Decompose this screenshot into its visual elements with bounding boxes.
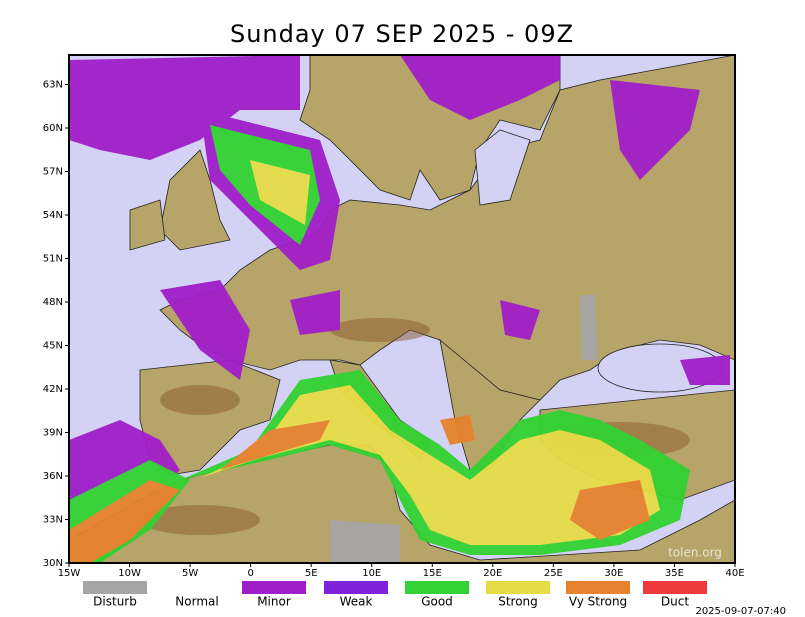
legend: Disturb Normal Minor Weak Good Strong Vy Stron… <box>83 581 707 609</box>
lon-tick-label: 15W <box>58 568 81 579</box>
legend-swatch <box>643 581 707 594</box>
lat-tick-label: 45N <box>43 341 63 352</box>
legend-swatch <box>324 581 388 594</box>
title: Sunday 07 SEP 2025 - 09Z <box>230 20 574 48</box>
lat-tick-label: 36N <box>43 471 63 482</box>
legend-label: Vy Strong <box>569 595 627 609</box>
legend-swatch <box>566 581 630 594</box>
legend-label: Strong <box>498 595 538 609</box>
legend-label: Good <box>421 595 453 609</box>
lon-tick-label: 5E <box>305 568 318 579</box>
legend-swatch <box>405 581 469 594</box>
lon-tick-label: 20E <box>483 568 502 579</box>
map: tolen.org <box>69 55 735 563</box>
lat-tick-label: 33N <box>43 515 63 526</box>
lat-tick-label: 54N <box>43 210 63 221</box>
lat-tick-label: 39N <box>43 428 63 439</box>
lon-tick-label: 5W <box>182 568 198 579</box>
lat-tick-label: 48N <box>43 297 63 308</box>
legend-label: Normal <box>175 595 218 609</box>
legend-swatch <box>83 581 147 594</box>
lat-tick-label: 51N <box>43 254 63 265</box>
lat-tick-label: 42N <box>43 384 63 395</box>
lon-tick-label: 0 <box>247 568 253 579</box>
lon-tick-label: 40E <box>725 568 744 579</box>
legend-swatch <box>242 581 306 594</box>
lon-tick-label: 30E <box>604 568 623 579</box>
lon-tick-label: 10E <box>362 568 381 579</box>
legend-swatch <box>165 581 229 594</box>
lat-tick-label: 63N <box>43 80 63 91</box>
legend-label: Minor <box>257 595 291 609</box>
map-frame <box>68 54 736 564</box>
legend-label: Weak <box>340 595 373 609</box>
timestamp: 2025-09-07-07:40 <box>695 606 786 617</box>
lon-tick-label: 35E <box>665 568 684 579</box>
watermark: tolen.org <box>668 546 722 560</box>
legend-swatch <box>486 581 550 594</box>
lat-tick-label: 60N <box>43 123 63 134</box>
lon-tick-label: 25E <box>544 568 563 579</box>
lat-tick-label: 30N <box>43 558 63 569</box>
legend-label: Duct <box>661 595 689 609</box>
lat-tick-label: 57N <box>43 167 63 178</box>
lon-tick-label: 15E <box>423 568 442 579</box>
legend-label: Disturb <box>93 595 137 609</box>
lon-tick-label: 10W <box>118 568 141 579</box>
